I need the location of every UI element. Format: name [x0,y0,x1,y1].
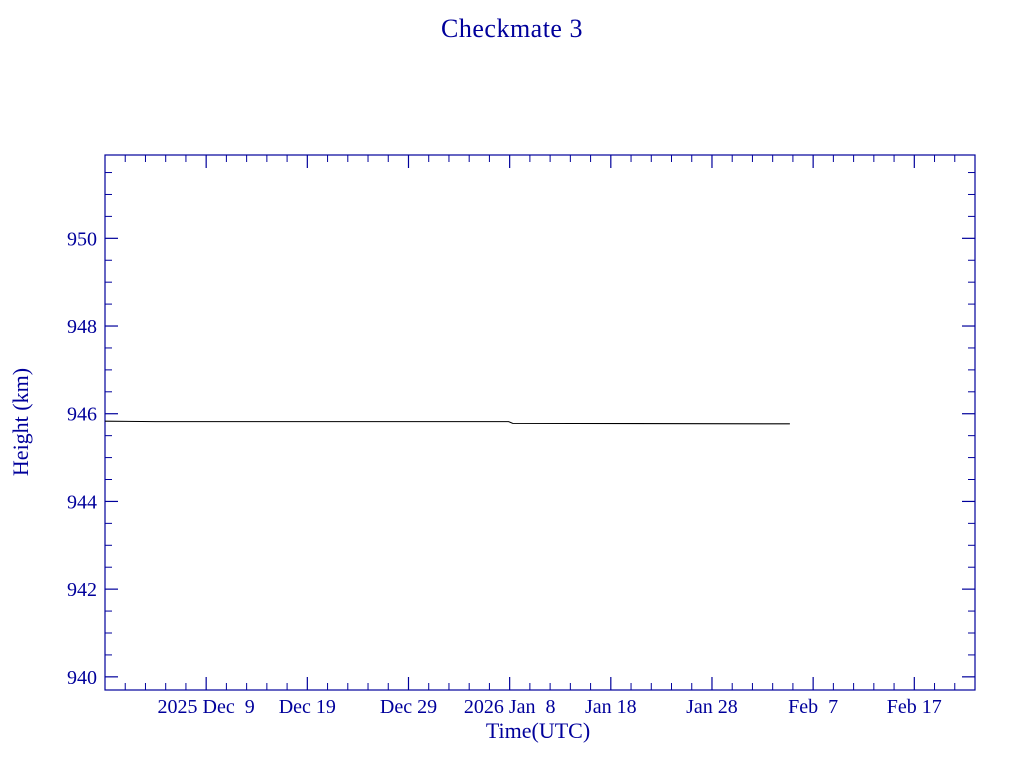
x-tick-label: Dec 19 [279,696,336,718]
series-line-height [104,420,790,425]
x-tick-label: Feb 17 [887,696,942,718]
x-tick-label: Jan 18 [585,696,637,718]
y-tick-label: 940 [67,667,97,689]
y-tick-label: 944 [67,491,97,513]
x-tick-label: Jan 28 [686,696,738,718]
y-tick-label: 942 [67,579,97,601]
chart-title: Checkmate 3 [441,14,583,43]
x-tick-label: 2026 Jan 8 [464,696,556,718]
x-tick-label: Feb 7 [788,696,838,718]
y-tick-label: 950 [67,228,97,250]
x-tick-label: Dec 29 [380,696,437,718]
x-tick-label: 2025 Dec 9 [158,696,255,718]
y-tick-label: 948 [67,316,97,338]
plot-frame [104,154,976,691]
y-tick-label: 946 [67,404,97,426]
x-axis-label: Time(UTC) [485,718,591,743]
